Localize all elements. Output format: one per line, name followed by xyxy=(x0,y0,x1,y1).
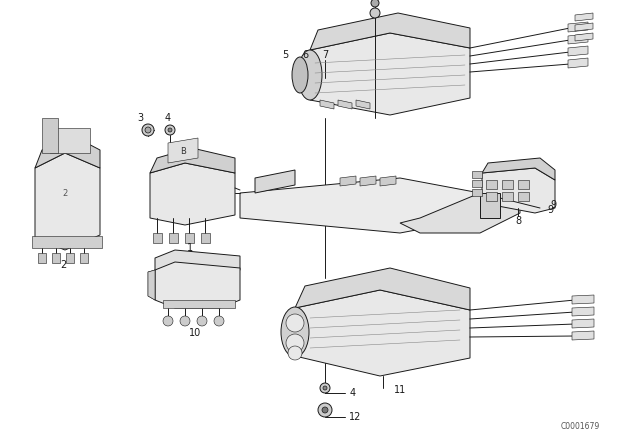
Polygon shape xyxy=(572,331,594,340)
Ellipse shape xyxy=(292,57,308,93)
Polygon shape xyxy=(568,58,588,68)
Polygon shape xyxy=(472,171,482,178)
Polygon shape xyxy=(310,33,470,115)
Text: 11: 11 xyxy=(394,385,406,395)
Ellipse shape xyxy=(322,407,328,413)
Polygon shape xyxy=(155,250,240,280)
Polygon shape xyxy=(310,13,470,50)
Ellipse shape xyxy=(163,316,173,326)
Ellipse shape xyxy=(371,0,379,7)
Polygon shape xyxy=(338,100,352,109)
Polygon shape xyxy=(52,253,60,263)
Text: 4: 4 xyxy=(165,113,171,123)
Ellipse shape xyxy=(318,403,332,417)
Polygon shape xyxy=(360,176,376,186)
Polygon shape xyxy=(50,128,90,153)
Text: 12: 12 xyxy=(349,412,361,422)
Polygon shape xyxy=(66,253,74,263)
Polygon shape xyxy=(150,163,235,225)
Polygon shape xyxy=(35,138,100,168)
Text: 2: 2 xyxy=(62,189,68,198)
Text: C0001679: C0001679 xyxy=(561,422,600,431)
Polygon shape xyxy=(482,158,555,180)
Polygon shape xyxy=(35,153,100,250)
Polygon shape xyxy=(295,268,470,310)
Ellipse shape xyxy=(286,314,304,332)
Polygon shape xyxy=(42,118,58,153)
Polygon shape xyxy=(168,138,198,163)
Bar xyxy=(502,192,513,201)
Ellipse shape xyxy=(288,346,302,360)
Polygon shape xyxy=(575,13,593,21)
Polygon shape xyxy=(201,233,210,243)
Polygon shape xyxy=(240,178,480,233)
Bar xyxy=(518,192,529,201)
Bar xyxy=(518,180,529,189)
Polygon shape xyxy=(150,148,235,173)
Polygon shape xyxy=(148,270,155,300)
Ellipse shape xyxy=(214,316,224,326)
Polygon shape xyxy=(572,319,594,328)
Polygon shape xyxy=(572,307,594,316)
Text: 2: 2 xyxy=(60,260,66,270)
Text: 9: 9 xyxy=(547,205,553,215)
Polygon shape xyxy=(575,33,593,41)
Text: 3: 3 xyxy=(137,113,143,123)
Polygon shape xyxy=(340,176,356,186)
Ellipse shape xyxy=(320,383,330,393)
Ellipse shape xyxy=(197,316,207,326)
Text: 4: 4 xyxy=(350,388,356,398)
Polygon shape xyxy=(472,180,482,187)
Text: 9: 9 xyxy=(550,200,556,210)
Polygon shape xyxy=(356,100,370,109)
Polygon shape xyxy=(148,270,155,300)
Polygon shape xyxy=(380,176,396,186)
Polygon shape xyxy=(153,233,162,243)
Polygon shape xyxy=(38,253,46,263)
Polygon shape xyxy=(400,193,520,233)
Polygon shape xyxy=(472,189,482,196)
Polygon shape xyxy=(482,168,555,213)
Ellipse shape xyxy=(286,334,304,352)
Bar xyxy=(486,192,497,201)
Polygon shape xyxy=(575,23,593,31)
Polygon shape xyxy=(80,253,88,263)
Text: 7: 7 xyxy=(322,50,328,60)
Text: B: B xyxy=(180,146,186,155)
Ellipse shape xyxy=(298,50,322,100)
Polygon shape xyxy=(185,233,194,243)
Text: 8: 8 xyxy=(515,216,521,226)
Ellipse shape xyxy=(370,8,380,18)
Text: 6: 6 xyxy=(302,50,308,60)
Text: 1: 1 xyxy=(187,243,193,253)
Bar xyxy=(502,180,513,189)
Polygon shape xyxy=(568,46,588,56)
Ellipse shape xyxy=(145,127,151,133)
Ellipse shape xyxy=(142,124,154,136)
Ellipse shape xyxy=(180,316,190,326)
Polygon shape xyxy=(320,100,334,109)
Bar xyxy=(486,180,497,189)
Polygon shape xyxy=(480,193,500,218)
Ellipse shape xyxy=(165,125,175,135)
Polygon shape xyxy=(163,300,235,308)
Text: 5: 5 xyxy=(282,50,288,60)
Ellipse shape xyxy=(168,128,172,132)
Polygon shape xyxy=(568,22,588,32)
Ellipse shape xyxy=(281,307,309,357)
Polygon shape xyxy=(155,262,240,308)
Polygon shape xyxy=(572,295,594,304)
Polygon shape xyxy=(32,236,102,248)
Text: 10: 10 xyxy=(189,328,201,338)
Ellipse shape xyxy=(323,386,327,390)
Polygon shape xyxy=(295,290,470,376)
Polygon shape xyxy=(169,233,178,243)
Polygon shape xyxy=(255,170,295,193)
Polygon shape xyxy=(568,34,588,44)
